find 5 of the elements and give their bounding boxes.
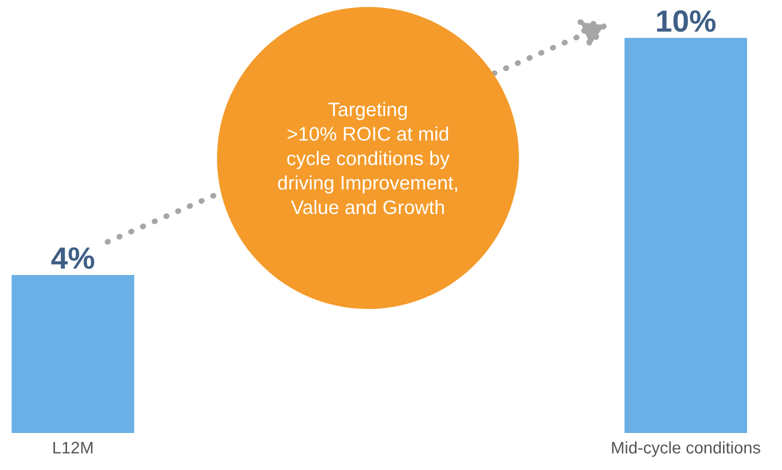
data-label: 10% xyxy=(657,10,716,32)
data-label: 4% xyxy=(51,247,94,269)
annotation: Targeting >10% ROIC at mid cycle conditions by driving Improvement, Value and Growth xyxy=(278,102,458,214)
x-tick-label: L12M xyxy=(53,442,92,454)
x-tick-label: Mid-cycle conditions xyxy=(612,441,760,457)
